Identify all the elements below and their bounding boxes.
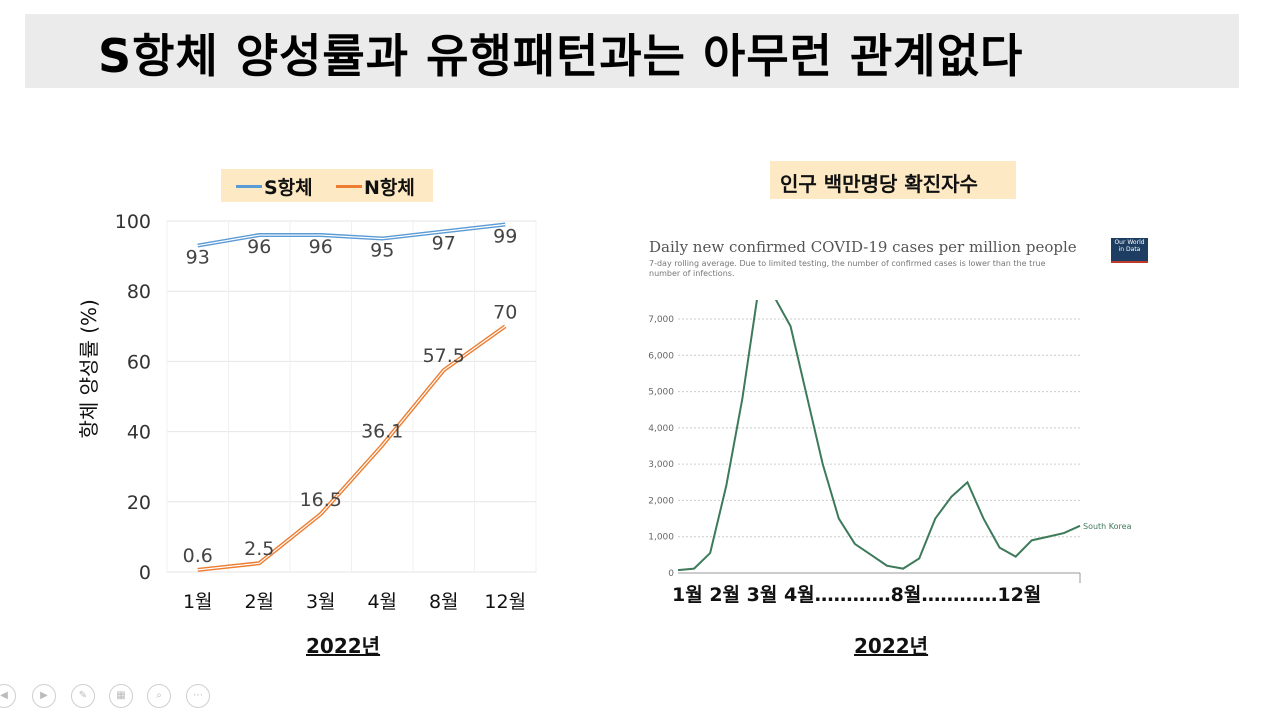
legend-s-label: S항체 <box>264 177 313 199</box>
x-tick-label: 12월 <box>484 591 526 613</box>
caption-box <box>770 161 1016 199</box>
data-label: 96 <box>309 236 333 258</box>
y-tick-label: 2,000 <box>648 496 674 506</box>
y-tick-label: 40 <box>127 422 151 444</box>
covid-cases-chart: 0 1,000 2,000 3,000 4,000 5,000 6,000 7,000 Sout… <box>648 300 1132 583</box>
y-tick-label: 4,000 <box>648 424 674 434</box>
data-label: 36.1 <box>361 420 403 442</box>
data-label: 70 <box>493 301 517 323</box>
covid-series-line <box>677 300 1081 572</box>
y-tick-label: 5,000 <box>648 388 674 398</box>
data-label: 16.5 <box>300 489 342 511</box>
y-tick-label: 0 <box>139 562 151 584</box>
prev-icon[interactable]: ◀ <box>0 684 16 708</box>
series-line-inner <box>197 223 506 247</box>
legend-n-label: N항체 <box>364 177 415 199</box>
y-axis-label: 항체 양성률 (%) <box>77 299 101 438</box>
data-label: 96 <box>247 236 271 258</box>
data-label: 97 <box>432 233 456 255</box>
right-x-labels: 1월 2월 3월 4월…………8월…………12월 <box>672 584 1042 606</box>
x-tick-label: 4월 <box>367 591 397 613</box>
x-tick-label: 3월 <box>306 591 336 613</box>
title-bar <box>25 14 1239 88</box>
x-tick-label: 8월 <box>429 591 459 613</box>
data-label: 0.6 <box>183 545 213 567</box>
right-caption: 인구 백만명당 확진자수 <box>780 172 978 196</box>
series-line-inner <box>197 325 506 571</box>
right-year-label: 2022년 <box>854 634 929 658</box>
legend-n-line <box>336 185 362 188</box>
y-tick-label: 3,000 <box>648 460 674 470</box>
y-tick-label: 7,000 <box>648 315 674 325</box>
x-tick-label: 2월 <box>244 591 274 613</box>
legend-s-line <box>236 185 262 188</box>
y-tick-label: 0 <box>668 569 674 579</box>
play-icon[interactable]: ▶ <box>32 684 56 708</box>
owid-title: Daily new confirmed COVID-19 cases per m… <box>649 238 1077 256</box>
data-label: 99 <box>493 226 517 248</box>
data-label: 57.5 <box>423 345 465 367</box>
x-tick-label: 1월 <box>183 591 213 613</box>
y-tick-label: 6,000 <box>648 351 674 361</box>
y-tick-label: 60 <box>127 351 151 373</box>
y-tick-label: 100 <box>115 211 151 233</box>
owid-subtitle: 7-day rolling average. Due to limited te… <box>649 259 1046 278</box>
y-tick-label: 1,000 <box>648 533 674 543</box>
pen-icon[interactable]: ✎ <box>71 684 95 708</box>
more-icon[interactable]: ⋯ <box>186 684 210 708</box>
y-tick-label: 80 <box>127 281 151 303</box>
data-label: 93 <box>186 247 210 269</box>
slide-title: S항체 양성률과 유행패턴과는 아무런 관계없다 <box>98 29 1024 83</box>
zoom-icon[interactable]: ⌕ <box>147 684 171 708</box>
antibody-chart: 0 20 40 60 80 100 1월 2월 3월 4월 8월 12월 항체 양성률 (%) 93 96 9… <box>77 211 537 613</box>
data-label: 2.5 <box>244 538 274 560</box>
left-year-label: 2022년 <box>306 634 381 658</box>
grid-icon[interactable]: ▦ <box>109 684 133 708</box>
owid-logo: Our World in Data <box>1111 238 1148 263</box>
data-label: 95 <box>370 240 394 262</box>
y-tick-label: 20 <box>127 492 151 514</box>
series-label: South Korea <box>1083 522 1132 531</box>
